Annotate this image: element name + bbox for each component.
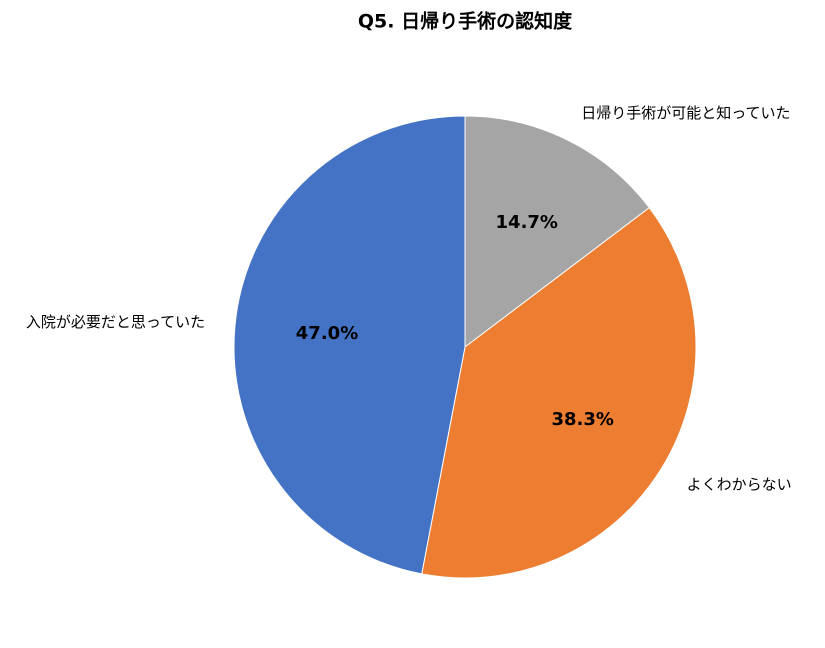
pie-slice — [421, 207, 697, 579]
value-label: 14.7% — [496, 212, 558, 233]
value-label: 47.0% — [296, 323, 358, 344]
category-label: よくわからない — [687, 475, 792, 493]
chart-title: Q5. 日帰り手術の認知度 — [358, 10, 573, 33]
category-label: 入院が必要だと思っていた — [26, 313, 205, 331]
value-label: 38.3% — [551, 409, 613, 430]
pie-slice — [464, 115, 650, 349]
category-label: 日帰り手術が可能と知っていた — [581, 104, 790, 122]
pie-slice — [233, 115, 466, 575]
